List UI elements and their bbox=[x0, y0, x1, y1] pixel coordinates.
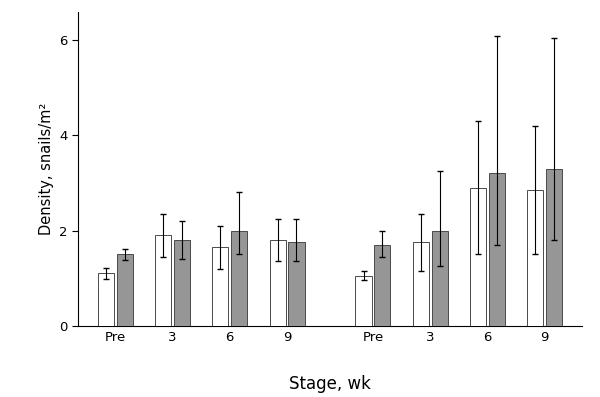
Y-axis label: Density, snails/m²: Density, snails/m² bbox=[38, 102, 53, 235]
Bar bbox=[413, 243, 429, 326]
Bar bbox=[527, 190, 544, 326]
Bar bbox=[155, 235, 171, 326]
Bar bbox=[231, 231, 247, 326]
Bar bbox=[489, 173, 505, 326]
Bar bbox=[470, 188, 486, 326]
X-axis label: Stage, wk: Stage, wk bbox=[289, 375, 371, 393]
Bar bbox=[116, 254, 133, 326]
Bar bbox=[212, 247, 229, 326]
Bar bbox=[546, 169, 562, 326]
Bar bbox=[98, 273, 114, 326]
Bar bbox=[289, 243, 305, 326]
Bar bbox=[374, 245, 391, 326]
Bar bbox=[174, 240, 190, 326]
Bar bbox=[355, 276, 371, 326]
Bar bbox=[431, 231, 448, 326]
Bar bbox=[269, 240, 286, 326]
